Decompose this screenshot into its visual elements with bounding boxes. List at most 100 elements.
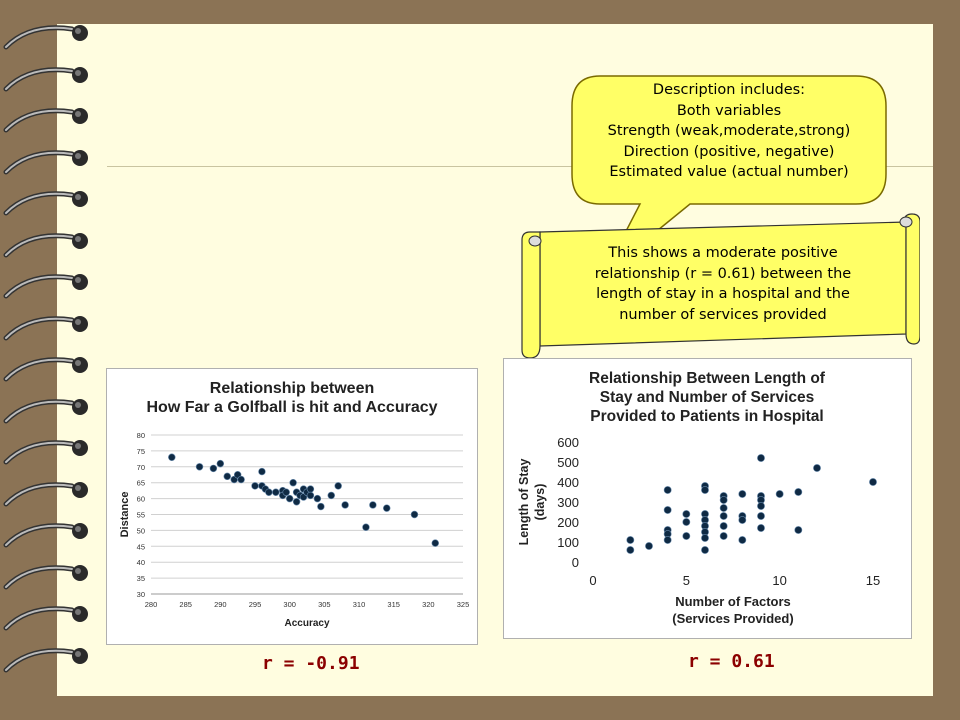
x-axis-title: Number of Factors <box>675 594 791 609</box>
scroll-line: This shows a moderate positive <box>608 245 838 261</box>
r-value-right: r = 0.61 <box>688 651 775 672</box>
binding-ring <box>3 315 88 340</box>
data-point <box>258 467 266 476</box>
binding-ring <box>3 191 88 216</box>
chart-title: Relationship Between Length of <box>589 370 826 387</box>
data-point <box>383 504 391 512</box>
data-point <box>757 524 765 532</box>
x-tick-label: 280 <box>145 600 158 609</box>
data-point <box>663 536 672 544</box>
data-point <box>237 475 245 484</box>
data-point <box>272 488 280 496</box>
data-point <box>410 510 419 519</box>
data-point <box>285 494 294 503</box>
scroll-banner <box>521 213 920 359</box>
data-point <box>794 526 803 534</box>
data-point <box>289 478 297 487</box>
data-point <box>775 490 784 498</box>
chart-title: Provided to Patients in Hospital <box>590 408 823 425</box>
data-point <box>317 502 325 511</box>
data-point <box>738 536 747 544</box>
data-point <box>306 485 315 493</box>
scroll-line: relationship (r = 0.61) between the <box>594 265 852 282</box>
x-axis-title: (Services Provided) <box>672 611 793 626</box>
data-point <box>251 482 259 490</box>
y-tick-label: 45 <box>137 542 145 551</box>
callout-line: Direction (positive, negative) <box>623 143 835 160</box>
y-tick-label: 100 <box>557 535 579 550</box>
y-tick-label: 55 <box>137 511 145 520</box>
x-tick-label: 290 <box>214 600 227 609</box>
y-tick-label: 60 <box>137 495 145 504</box>
data-point <box>313 494 322 503</box>
binding-ring <box>3 25 88 50</box>
y-tick-label: 35 <box>137 574 145 583</box>
y-tick-label: 40 <box>137 558 145 567</box>
data-point <box>738 516 747 524</box>
binding-ring <box>3 274 88 299</box>
x-tick-label: 300 <box>283 600 296 609</box>
r-value-left: r = -0.91 <box>262 653 360 674</box>
y-tick-label: 400 <box>557 475 579 490</box>
data-point <box>719 504 728 512</box>
data-point <box>306 491 315 500</box>
binding-ring <box>3 440 88 465</box>
data-point <box>794 488 803 496</box>
hospital-scatter-svg: Relationship Between Length of Stay and N… <box>517 370 880 626</box>
y-axis-title: Distance <box>119 492 131 538</box>
chart-title: How Far a Golfball is hit and Accuracy <box>146 399 437 416</box>
y-tick-label: 200 <box>557 515 579 530</box>
callout-line: Strength (weak,moderate,strong) <box>607 123 851 139</box>
callout-text: Description includes: Both variables Str… <box>572 80 886 183</box>
data-point <box>223 472 231 481</box>
callout-line: Estimated value (actual number) <box>609 164 849 180</box>
data-point <box>682 532 691 540</box>
y-axis-title: (days) <box>533 484 547 521</box>
data-point <box>431 539 439 547</box>
data-point <box>292 498 301 506</box>
y-tick-label: 300 <box>557 495 579 510</box>
binding-ring <box>3 647 88 672</box>
data-point <box>719 532 728 540</box>
data-point <box>209 464 218 473</box>
data-point <box>168 453 176 461</box>
golf-scatter-svg: Relationship between How Far a Golfball i… <box>119 380 469 629</box>
x-tick-label: 310 <box>353 600 366 609</box>
binding-ring <box>3 357 88 382</box>
y-tick-label: 500 <box>557 455 579 470</box>
y-tick-label: 80 <box>137 431 145 440</box>
x-tick-label: 315 <box>387 600 400 609</box>
x-tick-label: 285 <box>179 600 192 609</box>
data-point <box>682 518 691 526</box>
y-tick-label: 65 <box>137 479 145 488</box>
data-point <box>216 459 225 468</box>
data-point <box>626 536 635 544</box>
x-tick-label: 10 <box>772 573 786 588</box>
data-point <box>701 534 709 542</box>
data-point <box>282 488 290 496</box>
binding-ring <box>3 481 88 506</box>
data-point <box>813 464 821 472</box>
data-point <box>701 546 709 554</box>
data-point <box>663 486 672 494</box>
binding-ring <box>3 108 88 133</box>
y-tick-label: 30 <box>137 590 145 599</box>
scroll-line: number of services provided <box>619 306 827 323</box>
chart-title: Relationship between <box>210 380 374 397</box>
golf-scatter-chart: Relationship between How Far a Golfball i… <box>106 368 478 645</box>
data-point <box>757 502 765 510</box>
notebook-rule-line <box>107 166 933 167</box>
binding-ring <box>3 398 88 423</box>
data-point <box>663 506 672 514</box>
data-point <box>327 491 335 500</box>
data-point <box>682 510 691 518</box>
scroll-text: This shows a moderate positive relations… <box>553 243 893 325</box>
data-point <box>757 454 765 462</box>
data-point <box>362 523 370 531</box>
y-tick-label: 75 <box>137 447 145 456</box>
binding-ring <box>3 66 88 91</box>
x-axis-title: Accuracy <box>284 618 329 629</box>
x-tick-label: 305 <box>318 600 331 609</box>
y-tick-label: 50 <box>137 526 145 535</box>
data-point <box>626 546 635 554</box>
